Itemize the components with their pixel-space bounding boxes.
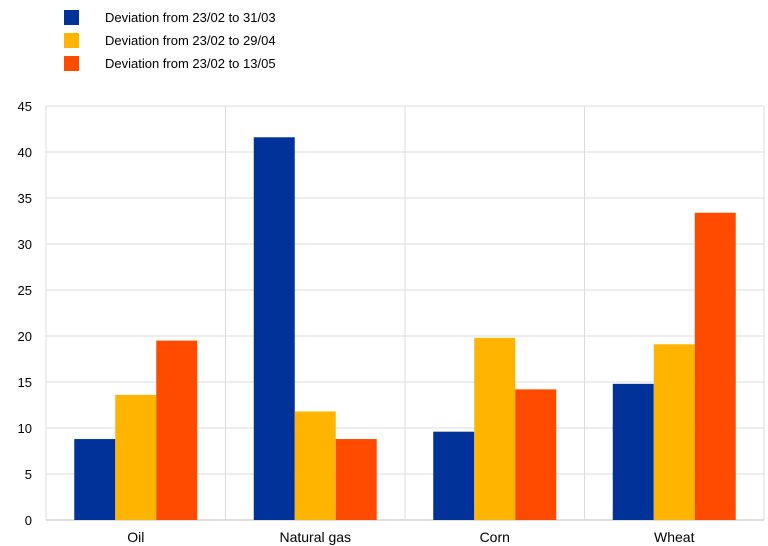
y-tick-label: 40: [18, 145, 32, 160]
y-tick-label: 10: [18, 421, 32, 436]
legend-label: Deviation from 23/02 to 13/05: [105, 56, 276, 71]
y-tick-label: 25: [18, 283, 32, 298]
legend-swatch: [64, 10, 79, 25]
y-tick-label: 35: [18, 191, 32, 206]
legend-label: Deviation from 23/02 to 31/03: [105, 10, 276, 25]
legend-label: Deviation from 23/02 to 29/04: [105, 33, 276, 48]
legend-swatch: [64, 56, 79, 71]
bar: [653, 344, 695, 520]
bar: [253, 137, 295, 520]
bar: [694, 212, 736, 520]
bar: [294, 411, 336, 520]
x-tick-label: Wheat: [654, 529, 695, 545]
bar: [115, 394, 157, 520]
legend-swatch: [64, 33, 79, 48]
bar: [474, 337, 516, 520]
legend-item: Deviation from 23/02 to 29/04: [64, 29, 276, 52]
y-tick-label: 15: [18, 375, 32, 390]
legend-item: Deviation from 23/02 to 31/03: [64, 6, 276, 29]
bar: [433, 431, 475, 520]
y-tick-label: 30: [18, 237, 32, 252]
bar: [74, 439, 116, 520]
bar: [156, 340, 198, 520]
x-tick-label: Natural gas: [279, 529, 351, 545]
legend-item: Deviation from 23/02 to 13/05: [64, 52, 276, 75]
y-tick-label: 45: [18, 99, 32, 114]
chart-legend: Deviation from 23/02 to 31/03 Deviation …: [64, 6, 276, 75]
bar: [612, 383, 654, 520]
bar: [515, 389, 557, 520]
x-tick-label: Oil: [127, 529, 144, 545]
x-tick-label: Corn: [480, 529, 510, 545]
y-tick-label: 5: [25, 467, 32, 482]
y-tick-label: 20: [18, 329, 32, 344]
y-tick-label: 0: [25, 513, 32, 528]
bar: [335, 439, 377, 520]
